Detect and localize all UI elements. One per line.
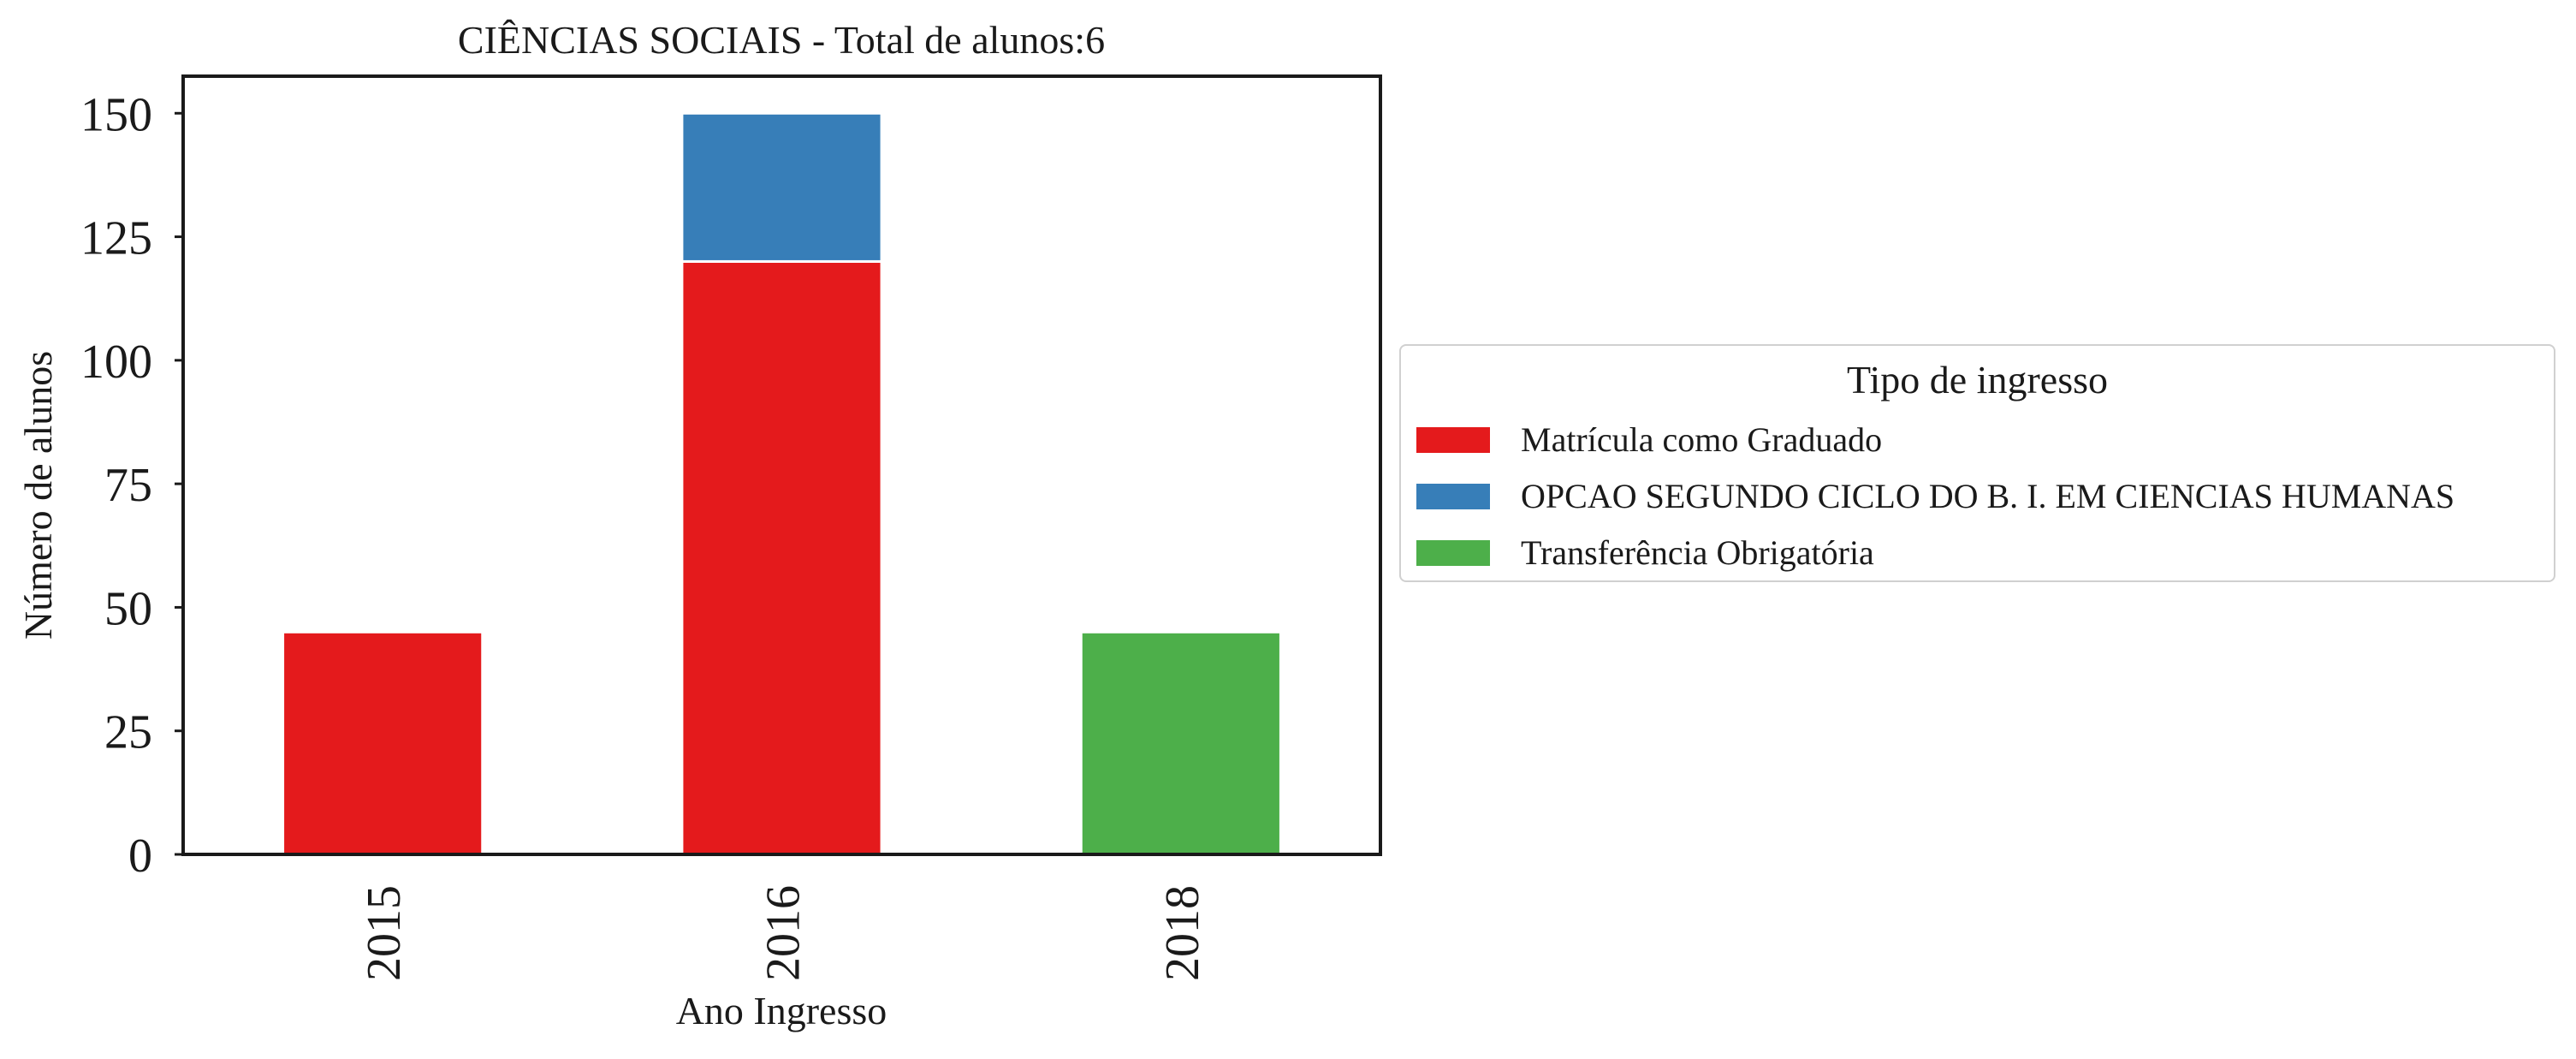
x-axis-ticks: 2015 2016 2018 [358, 885, 1209, 981]
y-tick-label: 125 [80, 212, 152, 265]
y-tick-label: 150 [80, 88, 152, 141]
bar-segment [1079, 630, 1282, 856]
bar-segment [680, 111, 883, 263]
x-tick-label: 2016 [757, 885, 810, 981]
y-tick-label: 75 [104, 459, 152, 512]
x-axis-label: Ano Ingresso [676, 989, 887, 1032]
y-tick-label: 25 [104, 706, 152, 759]
y-axis-label: Número de alunos [16, 351, 60, 640]
bar-segment [282, 630, 484, 856]
legend-label: Transferência Obrigatória [1521, 533, 1874, 572]
legend-swatch [1416, 427, 1490, 453]
x-tick-label: 2015 [358, 885, 411, 981]
y-axis-ticks: 0 25 50 75 100 125 150 [80, 88, 183, 883]
bar-segment [680, 259, 883, 856]
legend-item: Transferência Obrigatória [1416, 531, 1874, 575]
plot-area-frame [181, 74, 1382, 856]
legend-swatch [1416, 540, 1490, 566]
chart-title: CIÊNCIAS SOCIAIS - Total de alunos:6 [458, 18, 1105, 62]
bars [282, 111, 1282, 856]
x-tick-label: 2018 [1156, 885, 1209, 981]
y-tick-label: 50 [104, 582, 152, 635]
legend-swatch [1416, 484, 1490, 509]
y-tick-label: 0 [128, 830, 152, 883]
legend-item: Matrícula como Graduado [1416, 418, 1882, 462]
legend-item: OPCAO SEGUNDO CICLO DO B. I. EM CIENCIAS… [1416, 474, 2454, 519]
legend-title: Tipo de ingresso [1847, 358, 2108, 402]
legend-label: Matrícula como Graduado [1521, 420, 1883, 459]
legend-label: OPCAO SEGUNDO CICLO DO B. I. EM CIENCIAS… [1521, 477, 2455, 515]
legend: Tipo de ingresso Matrícula como Graduado… [1399, 344, 2555, 582]
y-tick-label: 100 [80, 336, 152, 389]
